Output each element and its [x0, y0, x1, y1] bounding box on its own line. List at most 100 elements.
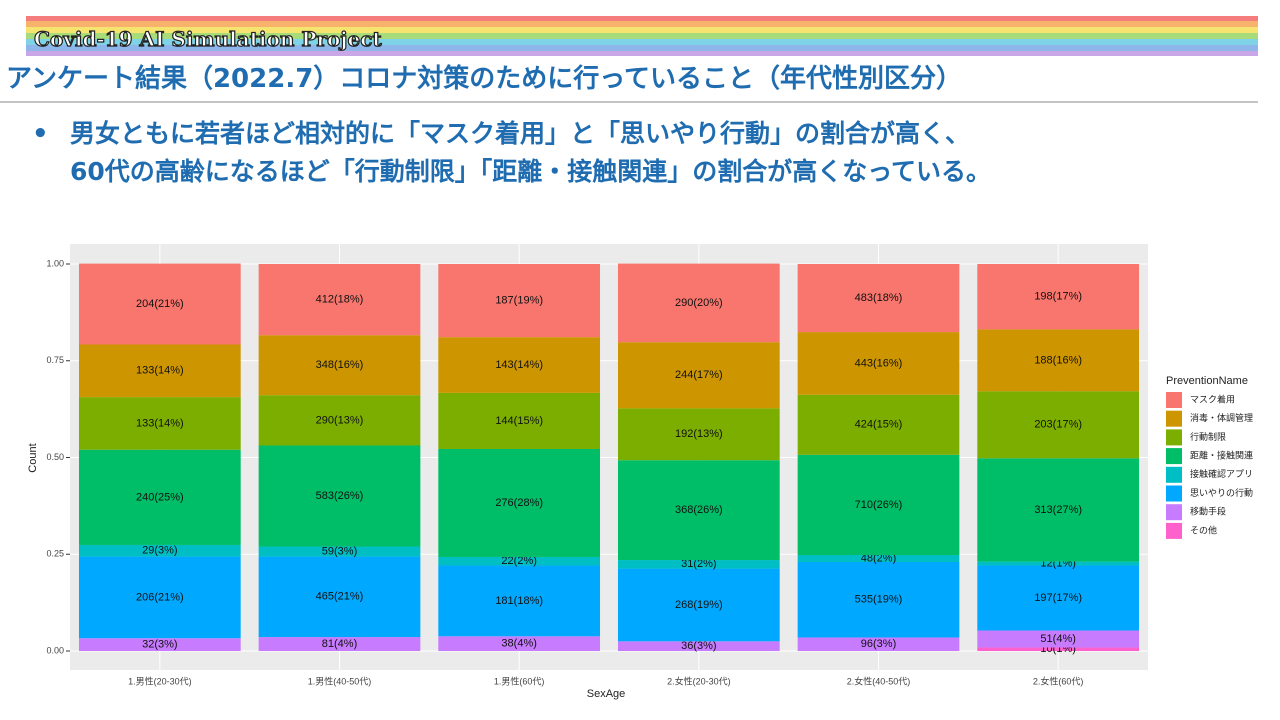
data-label: 187(19%) [495, 294, 543, 306]
data-label: 48(2%) [861, 552, 896, 564]
y-tick-label: 0.75 [46, 355, 64, 365]
data-label: 535(19%) [855, 594, 903, 606]
data-label: 710(26%) [855, 499, 903, 511]
legend-swatch [1166, 392, 1182, 408]
bar-segment [797, 637, 960, 651]
data-label: 22(2%) [501, 555, 536, 567]
bullet-text: 男女ともに若者ほど相対的に「マスク着用」と「思いやり行動」の割合が高く、 [70, 119, 970, 148]
bullet-text: 60代の高齢になるほど「行動制限」「距離・接触関連」の割合が高くなっている。 [70, 157, 991, 186]
data-label: 583(26%) [316, 490, 364, 502]
legend-swatch [1166, 429, 1182, 446]
legend-swatch [1166, 410, 1182, 427]
bar-segment [258, 445, 421, 547]
bar-segment [977, 264, 1140, 330]
x-tick-label: 1.男性(60代) [494, 675, 545, 686]
data-label: 204(21%) [136, 298, 184, 310]
bar-segment [258, 264, 421, 336]
data-label: 313(27%) [1034, 504, 1082, 516]
data-label: 192(13%) [675, 428, 723, 440]
data-label: 31(2%) [681, 558, 716, 570]
bar-segment [258, 556, 421, 638]
bar-segment [258, 335, 421, 396]
bar-segment [78, 544, 241, 557]
data-label: 290(20%) [675, 297, 723, 309]
bar-segment [438, 392, 601, 449]
y-axis-label: Count [27, 443, 39, 472]
bar-segment [438, 565, 601, 637]
bar-segment [258, 395, 421, 446]
data-label: 206(21%) [136, 591, 184, 603]
data-label: 240(25%) [136, 491, 184, 503]
data-label: 36(3%) [681, 640, 716, 652]
legend-label: マスク着用 [1190, 393, 1235, 404]
data-label: 188(16%) [1034, 354, 1082, 366]
legend-swatch [1166, 504, 1182, 521]
data-label: 424(15%) [855, 419, 903, 431]
bar-segment [258, 546, 421, 557]
bar-segment [78, 638, 241, 651]
data-label: 38(4%) [501, 638, 536, 650]
data-label: 268(19%) [675, 599, 723, 611]
bar-segment [438, 337, 601, 393]
legend-swatch [1166, 466, 1182, 483]
bar-segment [977, 565, 1140, 631]
bar-segment [617, 408, 780, 461]
x-tick-label: 1.男性(20-30代) [128, 675, 192, 686]
data-label: 143(14%) [495, 359, 543, 371]
x-tick-label: 2.女性(40-50代) [847, 675, 911, 686]
bar-segment [797, 454, 960, 556]
bar-segment [258, 637, 421, 651]
x-tick-label: 1.男性(40-50代) [308, 675, 372, 686]
bar-segment [797, 264, 960, 333]
slide-title: アンケート結果（2022.7）コロナ対策のために行っていること（年代性別区分） [6, 63, 962, 94]
legend-label: 行動制限 [1190, 431, 1226, 442]
bar-segment [78, 263, 241, 345]
bar-segment [977, 391, 1140, 459]
legend-label: 移動手段 [1190, 506, 1226, 517]
bar-segment [617, 460, 780, 561]
data-label: 198(17%) [1034, 291, 1082, 303]
bar-segment [977, 458, 1140, 562]
data-label: 244(17%) [675, 369, 723, 381]
data-label: 276(28%) [495, 497, 543, 509]
bar-segment [78, 397, 241, 450]
banner-text: Covid-19 AI Simulation Project [34, 27, 382, 51]
data-label: 133(14%) [136, 417, 184, 429]
y-tick-label: 1.00 [46, 258, 64, 268]
rainbow-banner [26, 16, 1258, 56]
bar-segment [78, 556, 241, 639]
bar-segment [617, 568, 780, 642]
bar-segment [797, 394, 960, 455]
legend-label: 距離・接触関連 [1190, 449, 1253, 460]
bullet-dot: • [32, 119, 49, 149]
x-axis-label: SexAge [587, 688, 626, 700]
legend-title: PreventionName [1166, 375, 1248, 387]
y-tick-label: 0.25 [46, 549, 64, 559]
bar-segment [78, 449, 241, 545]
legend-label: 思いやりの行動 [1190, 487, 1253, 498]
bar-segment [797, 332, 960, 395]
x-tick-label: 2.女性(60代) [1033, 675, 1084, 686]
legend-swatch [1166, 448, 1182, 465]
legend-label: 消毒・体調管理 [1190, 412, 1253, 423]
bar-segment [617, 342, 780, 409]
bar-segment [617, 641, 780, 651]
x-tick-label: 2.女性(20-30代) [667, 675, 731, 686]
bar-segment [438, 448, 601, 557]
data-label: 443(16%) [855, 357, 903, 369]
data-label: 32(3%) [142, 639, 177, 651]
legend-swatch [1166, 522, 1182, 539]
data-label: 133(14%) [136, 365, 184, 377]
bar-segment [977, 630, 1140, 648]
bar-segment [977, 647, 1140, 651]
bar-segment [797, 561, 960, 638]
data-label: 81(4%) [322, 638, 357, 650]
data-label: 348(16%) [316, 359, 364, 371]
data-label: 197(17%) [1034, 592, 1082, 604]
data-label: 29(3%) [142, 545, 177, 557]
bar-segment [78, 344, 241, 398]
chart: SexAge Count PreventionName 0.00 0.25 0.50… [27, 244, 1253, 700]
data-label: 51(4%) [1040, 633, 1075, 645]
